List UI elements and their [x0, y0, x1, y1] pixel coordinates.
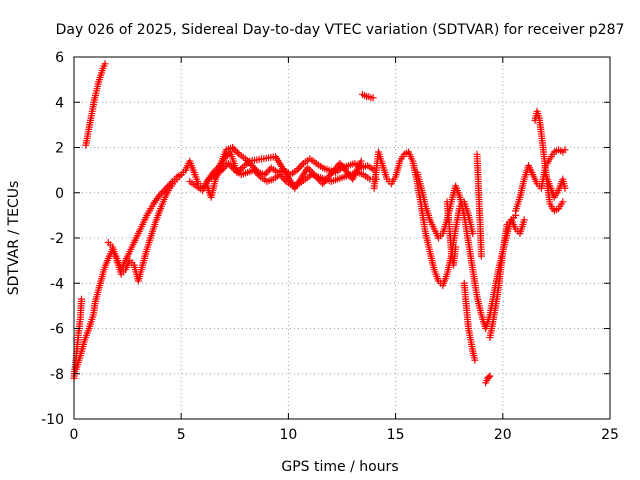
data-point — [159, 188, 167, 196]
data-point — [157, 189, 165, 197]
data-point — [222, 153, 230, 161]
data-point — [255, 171, 263, 179]
data-point — [561, 184, 569, 192]
x-tick-label: 25 — [601, 427, 619, 443]
data-point — [561, 146, 569, 154]
data-point — [220, 155, 228, 163]
data-point — [233, 149, 241, 157]
y-tick-label: -8 — [50, 367, 64, 383]
data-point — [78, 295, 86, 303]
y-tick-label: -6 — [50, 322, 64, 338]
data-point — [262, 169, 270, 177]
data-point — [276, 171, 284, 179]
y-tick-labels: -10 -8 -6 -4 -2 0 2 4 6 — [41, 50, 64, 428]
data-point — [452, 243, 460, 251]
data-point — [253, 170, 261, 178]
data-point — [471, 356, 479, 364]
data-point — [295, 164, 303, 172]
data-point — [277, 172, 285, 180]
x-tick-label: 0 — [70, 427, 79, 443]
axis-ticks — [73, 56, 611, 420]
data-point — [293, 166, 301, 174]
data-point — [520, 216, 528, 224]
y-tick-label: 0 — [55, 186, 64, 202]
y-axis-label: SDTVAR / TECUs — [6, 181, 22, 296]
y-tick-label: 2 — [55, 141, 64, 157]
data-point — [156, 191, 164, 199]
y-tick-label: 6 — [55, 50, 64, 66]
x-tick-label: 5 — [177, 427, 186, 443]
data-points — [70, 60, 569, 387]
y-tick-label: -10 — [41, 412, 64, 428]
data-point — [477, 252, 485, 260]
x-tick-label: 15 — [387, 427, 405, 443]
x-tick-label: 10 — [279, 427, 297, 443]
data-point — [369, 94, 377, 102]
y-tick-label: 4 — [55, 95, 64, 111]
data-point — [242, 155, 250, 163]
y-tick-label: -4 — [50, 276, 64, 292]
data-point — [264, 167, 272, 175]
data-point — [485, 373, 493, 381]
data-point — [357, 157, 365, 165]
x-tick-label: 20 — [494, 427, 512, 443]
data-point — [250, 166, 258, 174]
data-point — [252, 168, 260, 176]
data-point — [298, 161, 306, 169]
x-axis-label: GPS time / hours — [281, 459, 398, 475]
data-point — [230, 145, 238, 153]
y-tick-label: -2 — [50, 231, 64, 247]
data-point — [232, 147, 240, 155]
chart-title: Day 026 of 2025, Sidereal Day-to-day VTE… — [56, 22, 625, 38]
data-point — [229, 144, 237, 151]
data-point — [223, 151, 231, 159]
x-tick-labels: 0 5 10 15 20 25 — [70, 427, 619, 443]
data-point — [101, 60, 109, 68]
data-point — [486, 372, 494, 380]
data-point — [296, 163, 304, 171]
data-point — [559, 198, 567, 206]
